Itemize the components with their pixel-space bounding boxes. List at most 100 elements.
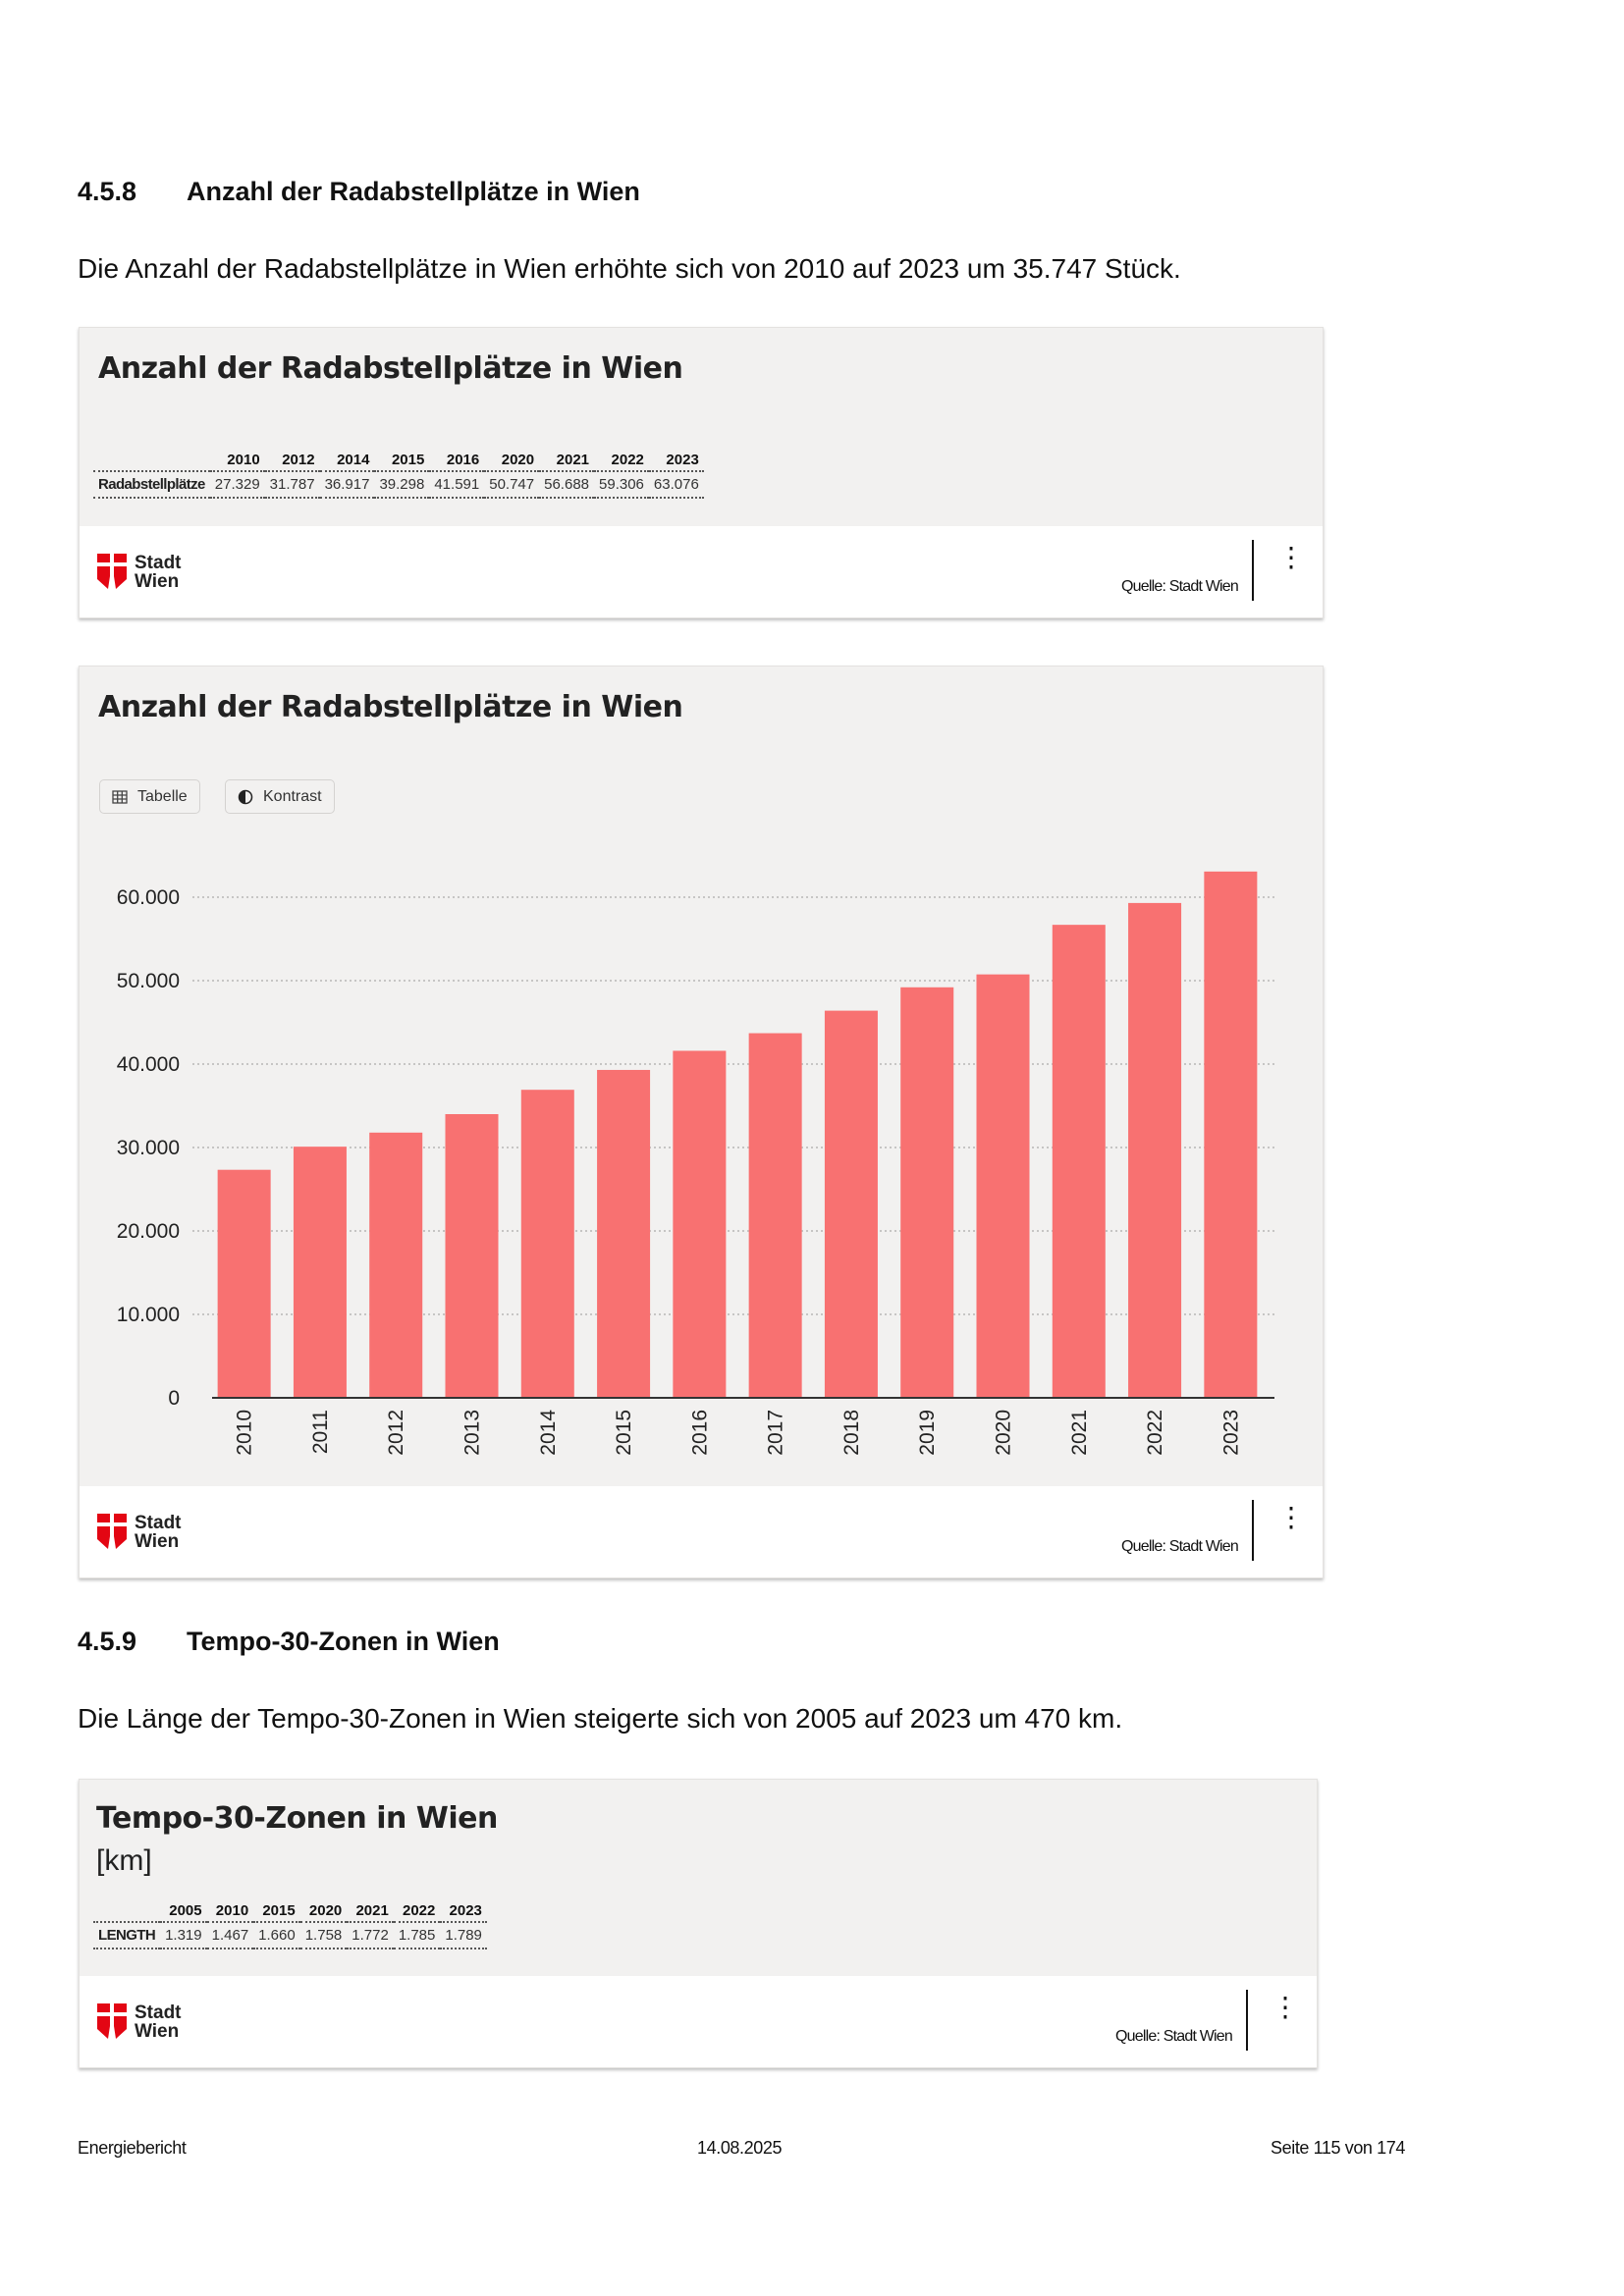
wien-shield-icon [97,1514,127,1549]
table-cell: 1.467 [206,1922,254,1949]
bar-2023 [1204,871,1258,1398]
year-header: 2015 [253,1900,300,1923]
table-cell: 1.772 [347,1922,394,1949]
section-number: 4.5.8 [78,177,137,206]
table-card-radabstellplaetze: Anzahl der Radabstellplätze in Wien 2010… [79,327,1324,618]
table-cell: 39.298 [374,471,430,499]
bar-2018 [824,1010,878,1398]
table-cell: 50.747 [484,471,540,499]
footer-document-name: Energiebericht [78,2138,187,2158]
year-header: 2023 [648,450,704,472]
more-options-icon[interactable]: ⋮ [1277,1502,1305,1532]
bar-2017 [748,1033,802,1398]
table-cell: 41.591 [429,471,485,499]
logo-text-stadt: Stadt [135,553,182,573]
bar-2016 [673,1050,727,1398]
card-footer: Stadt Wien Quelle: Stadt Wien ⋮ [80,526,1323,617]
year-header: 2021 [347,1900,394,1923]
x-tick-label: 2019 [916,1410,939,1456]
card-title: Tempo-30-Zonen in Wien [96,1801,498,1836]
year-header: 2010 [206,1900,254,1923]
wien-shield-icon [97,2003,127,2039]
table-cell: 59.306 [594,471,649,499]
table-corner [93,1900,161,1923]
stadt-wien-logo: Stadt Wien [97,1514,182,1551]
bar-2014 [520,1090,574,1398]
divider [1246,1990,1248,2051]
x-tick-label: 2012 [385,1410,407,1456]
more-options-icon[interactable]: ⋮ [1277,542,1305,572]
stadt-wien-logo: Stadt Wien [97,2003,182,2041]
x-tick-label: 2011 [309,1410,332,1454]
source-label: Quelle: Stadt Wien [1121,1538,1239,1555]
x-tick-label: 2016 [688,1410,711,1456]
y-tick-label: 40.000 [117,1053,180,1076]
section-title: Tempo-30-Zonen in Wien [187,1627,500,1656]
bar-2022 [1128,902,1182,1398]
stadt-wien-logo: Stadt Wien [97,554,182,591]
year-header: 2016 [429,450,485,472]
footer-page-number: Seite 115 von 174 [1271,2138,1405,2158]
x-tick-label: 2023 [1219,1410,1242,1456]
y-tick-label: 30.000 [117,1137,180,1159]
bar-2013 [445,1114,499,1398]
bar-2012 [369,1132,423,1398]
table-corner [93,450,210,472]
card-footer: Stadt Wien Quelle: Stadt Wien ⋮ [80,1976,1317,2067]
y-tick-label: 0 [168,1387,180,1410]
footer-date: 14.08.2025 [697,2138,783,2158]
table-icon [112,789,128,804]
card-footer: Stadt Wien Quelle: Stadt Wien ⋮ [80,1486,1323,1577]
year-header: 2020 [299,1900,348,1923]
logo-text-wien: Wien [135,571,180,592]
year-header: 2020 [484,450,540,472]
x-tick-label: 2013 [461,1410,484,1456]
x-tick-label: 2020 [993,1410,1015,1456]
year-header: 2021 [539,450,595,472]
year-header: 2015 [374,450,430,472]
table-cell: 27.329 [209,471,265,499]
table-cell: 31.787 [264,471,320,499]
bar-2015 [597,1069,651,1398]
card-title: Anzahl der Radabstellplätze in Wien [98,351,683,386]
table-button-label: Tabelle [137,787,188,805]
section-title: Anzahl der Radabstellplätze in Wien [187,177,640,206]
table-cell: 1.758 [299,1922,348,1949]
source-label: Quelle: Stadt Wien [1121,578,1239,595]
section-number: 4.5.9 [78,1627,137,1656]
card-title: Anzahl der Radabstellplätze in Wien [98,690,683,724]
year-header: 2014 [319,450,375,472]
y-tick-label: 20.000 [117,1220,180,1243]
section-text: Die Länge der Tempo-30-Zonen in Wien ste… [78,1703,1123,1734]
card-subtitle: [km] [96,1844,152,1877]
x-tick-label: 2017 [765,1410,787,1456]
table-button[interactable]: Tabelle [99,779,200,814]
y-tick-label: 10.000 [117,1304,180,1326]
more-options-icon[interactable]: ⋮ [1272,1992,1299,2022]
bar-2019 [900,987,954,1398]
year-header: 2005 [160,1900,207,1923]
contrast-icon [238,789,253,804]
divider [1252,540,1254,601]
contrast-button-label: Kontrast [263,787,322,805]
x-tick-label: 2015 [613,1410,635,1456]
bar-2011 [293,1147,347,1398]
data-table: 2010 2012 2014 2015 2016 2020 2021 2022 2023 Rad… [93,450,704,499]
table-cell: 1.660 [253,1922,300,1949]
bar-2010 [217,1169,271,1398]
chart-card-radabstellplaetze: Anzahl der Radabstellplätze in Wien Tabe… [79,666,1324,1578]
year-header: 2023 [440,1900,487,1923]
table-cell: 63.076 [648,471,704,499]
divider [1252,1500,1254,1561]
row-label: Radabstellplätze [93,471,210,499]
contrast-button[interactable]: Kontrast [225,779,335,814]
x-tick-label: 2021 [1068,1410,1091,1456]
logo-text-wien: Wien [135,1531,180,1552]
x-tick-label: 2014 [537,1410,560,1456]
logo-text-stadt: Stadt [135,2002,182,2023]
table-cell: 1.319 [160,1922,207,1949]
year-header: 2010 [209,450,265,472]
section-text: Die Anzahl der Radabstellplätze in Wien … [78,253,1181,284]
bar-chart: 0 10.000 20.000 30.000 40.000 50.000 60.000 201… [117,871,1274,1456]
source-label: Quelle: Stadt Wien [1115,2028,1233,2045]
